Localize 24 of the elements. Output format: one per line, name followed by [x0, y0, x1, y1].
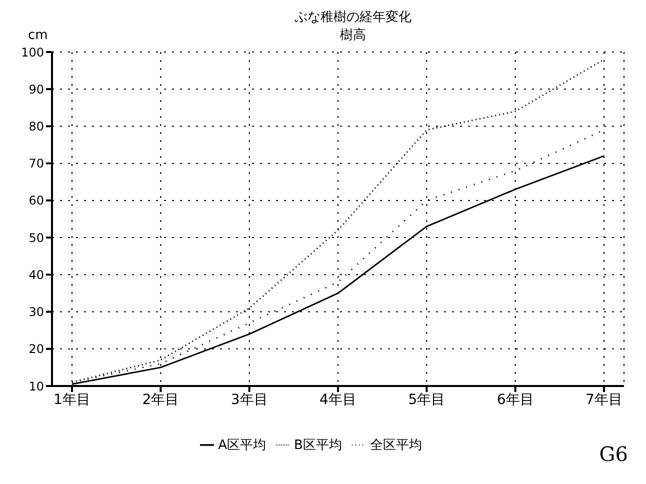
x-tick-label: 1年目	[54, 392, 90, 408]
chart-title: ぶな稚樹の経年変化	[294, 9, 412, 26]
y-tick-label: 80	[28, 119, 44, 134]
y-tick-label: 70	[28, 156, 44, 171]
legend-label: B区平均	[294, 438, 342, 453]
y-tick-label: 30	[28, 305, 44, 320]
x-tick-label: 2年目	[142, 392, 180, 408]
y-tick-label: 50	[28, 230, 44, 245]
y-tick-label: 100	[21, 45, 44, 60]
x-tick-label: 5年目	[408, 392, 446, 408]
legend-label: 全区平均	[370, 438, 422, 453]
x-tick-label: 6年目	[496, 392, 534, 408]
y-tick-label: 10	[28, 379, 44, 394]
y-tick-label: 40	[28, 268, 44, 282]
chart-subtitle: 樹高	[339, 27, 367, 44]
y-tick-label: 60	[28, 194, 44, 208]
x-tick-label: 3年目	[230, 392, 268, 408]
y-tick-label: 20	[28, 342, 44, 356]
x-tick-label: 4年目	[320, 392, 356, 408]
text: G6	[599, 442, 628, 466]
y-tick-label: 90	[28, 82, 44, 96]
legend-label: A区平均	[218, 438, 266, 453]
y-axis-title: cm	[28, 28, 48, 43]
x-tick-label: 7年目	[586, 392, 622, 408]
